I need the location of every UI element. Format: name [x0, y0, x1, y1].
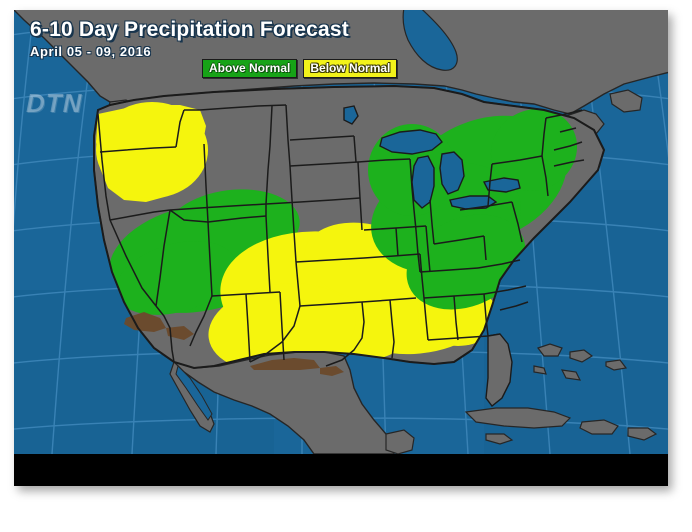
- map-viewport[interactable]: DTN 6-10 Day Precipitation Forecast Apri…: [14, 10, 668, 454]
- great-lakes: [343, 105, 521, 210]
- us-national-outline: [93, 84, 606, 370]
- map-legend: Above Normal Below Normal: [202, 59, 398, 78]
- caribbean-islands: [464, 343, 658, 445]
- map-frame: DTN 6-10 Day Precipitation Forecast Apri…: [14, 10, 668, 486]
- map-footer-bar: [14, 454, 668, 486]
- gulf-of-california: [175, 365, 213, 421]
- legend-item-below-normal[interactable]: Below Normal: [303, 59, 398, 78]
- terrain-accent: [124, 312, 344, 376]
- florida-peninsula: [485, 333, 513, 407]
- state-borders: [97, 104, 585, 371]
- legend-item-above-normal[interactable]: Above Normal: [202, 59, 298, 78]
- precipitation-forecast-map[interactable]: [14, 10, 668, 454]
